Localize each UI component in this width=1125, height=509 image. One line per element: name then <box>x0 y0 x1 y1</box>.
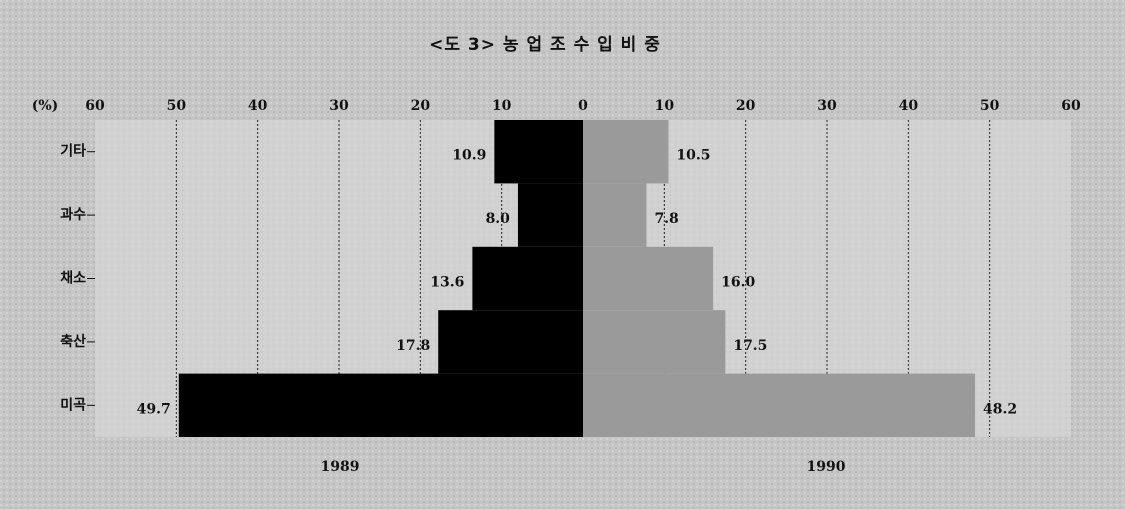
value-label: 49.7 <box>137 401 171 417</box>
x-tick-label: 50 <box>980 98 1000 114</box>
bar <box>583 183 647 247</box>
value-label: 10.5 <box>676 148 710 164</box>
x-tick-label: 30 <box>329 98 349 114</box>
x-tick-label: 0 <box>578 98 588 114</box>
value-label: 48.2 <box>983 401 1017 417</box>
axis-unit: (%) <box>32 98 59 114</box>
bar <box>583 373 976 437</box>
x-tick-label: 60 <box>85 98 105 114</box>
bar <box>178 373 584 437</box>
value-label: 16.0 <box>721 275 755 291</box>
series-label: 1989 <box>321 459 360 475</box>
bar <box>583 120 669 184</box>
value-label: 13.6 <box>430 275 464 291</box>
y-tick-label: 미곡 <box>60 397 86 413</box>
value-label: 17.8 <box>396 338 430 354</box>
x-tick-label: 50 <box>167 98 187 114</box>
x-tick-label: 40 <box>248 98 268 114</box>
bar <box>583 310 726 374</box>
bar <box>494 120 583 184</box>
chart-title: <도 3> 농 업 조 수 입 비 중 <box>429 35 661 55</box>
x-tick-label: 10 <box>492 98 512 114</box>
bar <box>517 183 583 247</box>
value-label: 17.5 <box>733 338 767 354</box>
bar <box>583 246 714 311</box>
x-tick-label: 20 <box>411 98 431 114</box>
y-tick-label: 기타 <box>60 144 86 160</box>
value-label: 8.0 <box>486 211 511 227</box>
x-tick-label: 30 <box>817 98 837 114</box>
y-tick-label: 채소 <box>60 271 86 287</box>
y-tick-label: 과수 <box>60 207 86 223</box>
value-label: 7.8 <box>654 211 678 227</box>
series-label: 1990 <box>807 459 846 475</box>
y-tick-label: 축산 <box>60 333 86 350</box>
bar <box>438 310 583 374</box>
bar <box>472 246 583 311</box>
x-tick-label: 10 <box>655 98 675 114</box>
x-tick-label: 60 <box>1061 98 1081 114</box>
x-tick-label: 40 <box>899 98 919 114</box>
value-label: 10.9 <box>452 148 486 164</box>
x-tick-label: 20 <box>736 98 756 114</box>
